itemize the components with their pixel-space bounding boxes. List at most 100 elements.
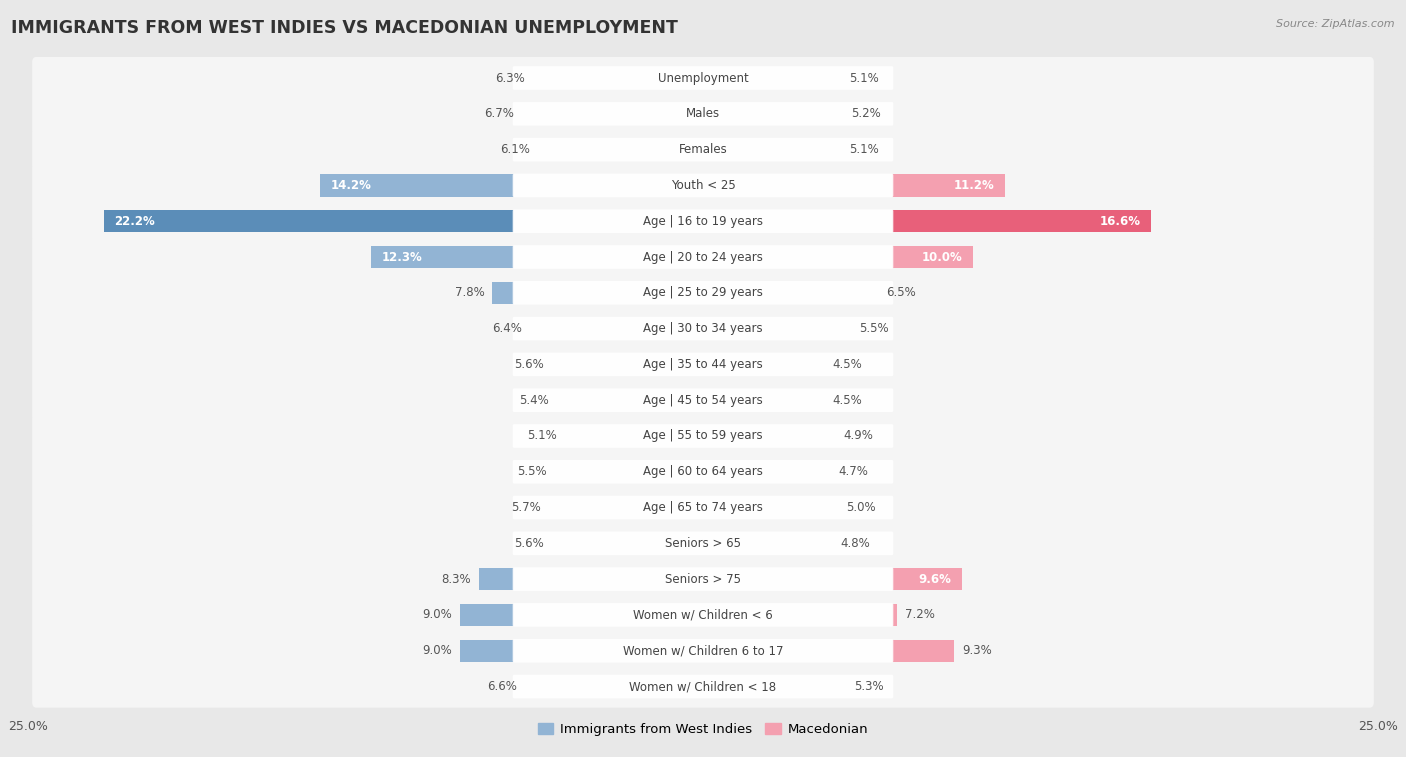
- Bar: [891, 210, 1152, 232]
- FancyBboxPatch shape: [513, 138, 893, 161]
- Text: 6.3%: 6.3%: [495, 72, 524, 85]
- Text: Unemployment: Unemployment: [658, 72, 748, 85]
- FancyBboxPatch shape: [32, 129, 1374, 171]
- Bar: [891, 174, 1005, 197]
- FancyBboxPatch shape: [32, 272, 1374, 314]
- Text: 4.8%: 4.8%: [841, 537, 870, 550]
- FancyBboxPatch shape: [513, 496, 893, 519]
- Bar: [891, 568, 962, 590]
- Text: 5.7%: 5.7%: [512, 501, 541, 514]
- FancyBboxPatch shape: [513, 567, 893, 591]
- Text: 4.7%: 4.7%: [838, 466, 868, 478]
- Text: Age | 20 to 24 years: Age | 20 to 24 years: [643, 251, 763, 263]
- FancyBboxPatch shape: [513, 210, 893, 233]
- FancyBboxPatch shape: [32, 665, 1374, 708]
- Text: Age | 60 to 64 years: Age | 60 to 64 years: [643, 466, 763, 478]
- FancyBboxPatch shape: [513, 639, 893, 662]
- Text: 5.6%: 5.6%: [515, 358, 544, 371]
- Text: Females: Females: [679, 143, 727, 156]
- Text: 22.2%: 22.2%: [114, 215, 155, 228]
- FancyBboxPatch shape: [32, 307, 1374, 350]
- Bar: [104, 210, 515, 232]
- Text: 6.1%: 6.1%: [501, 143, 530, 156]
- Text: Age | 45 to 54 years: Age | 45 to 54 years: [643, 394, 763, 407]
- Text: 4.9%: 4.9%: [844, 429, 873, 443]
- Text: 11.2%: 11.2%: [953, 179, 994, 192]
- Text: 10.0%: 10.0%: [921, 251, 962, 263]
- FancyBboxPatch shape: [513, 281, 893, 304]
- Text: 5.0%: 5.0%: [846, 501, 876, 514]
- Text: Women w/ Children < 6: Women w/ Children < 6: [633, 609, 773, 621]
- FancyBboxPatch shape: [32, 379, 1374, 422]
- FancyBboxPatch shape: [32, 630, 1374, 672]
- Text: 5.5%: 5.5%: [859, 322, 889, 335]
- Legend: Immigrants from West Indies, Macedonian: Immigrants from West Indies, Macedonian: [533, 717, 873, 741]
- FancyBboxPatch shape: [513, 173, 893, 198]
- Text: 5.3%: 5.3%: [855, 680, 884, 693]
- Text: 12.3%: 12.3%: [382, 251, 423, 263]
- Text: 5.5%: 5.5%: [517, 466, 547, 478]
- FancyBboxPatch shape: [32, 593, 1374, 636]
- Text: 7.2%: 7.2%: [905, 609, 935, 621]
- Text: 4.5%: 4.5%: [832, 394, 862, 407]
- Text: 6.6%: 6.6%: [486, 680, 517, 693]
- FancyBboxPatch shape: [513, 353, 893, 376]
- Text: 9.3%: 9.3%: [962, 644, 991, 657]
- Bar: [460, 604, 515, 626]
- Bar: [891, 604, 897, 626]
- Text: Source: ZipAtlas.com: Source: ZipAtlas.com: [1277, 19, 1395, 29]
- FancyBboxPatch shape: [32, 164, 1374, 207]
- FancyBboxPatch shape: [513, 674, 893, 699]
- FancyBboxPatch shape: [513, 603, 893, 627]
- FancyBboxPatch shape: [32, 415, 1374, 457]
- FancyBboxPatch shape: [32, 200, 1374, 242]
- FancyBboxPatch shape: [513, 388, 893, 412]
- Text: 5.1%: 5.1%: [849, 72, 879, 85]
- Bar: [371, 246, 515, 268]
- FancyBboxPatch shape: [32, 92, 1374, 135]
- Text: Age | 35 to 44 years: Age | 35 to 44 years: [643, 358, 763, 371]
- Text: 6.7%: 6.7%: [484, 107, 515, 120]
- FancyBboxPatch shape: [513, 460, 893, 484]
- Text: 5.2%: 5.2%: [852, 107, 882, 120]
- FancyBboxPatch shape: [513, 316, 893, 341]
- FancyBboxPatch shape: [32, 343, 1374, 385]
- FancyBboxPatch shape: [513, 531, 893, 555]
- Text: Women w/ Children 6 to 17: Women w/ Children 6 to 17: [623, 644, 783, 657]
- Text: 6.4%: 6.4%: [492, 322, 522, 335]
- Bar: [479, 568, 515, 590]
- Text: Males: Males: [686, 107, 720, 120]
- Text: 9.0%: 9.0%: [422, 644, 451, 657]
- Text: Age | 55 to 59 years: Age | 55 to 59 years: [643, 429, 763, 443]
- FancyBboxPatch shape: [32, 450, 1374, 493]
- Text: 8.3%: 8.3%: [441, 572, 471, 586]
- FancyBboxPatch shape: [32, 487, 1374, 528]
- Bar: [891, 640, 955, 662]
- Text: IMMIGRANTS FROM WEST INDIES VS MACEDONIAN UNEMPLOYMENT: IMMIGRANTS FROM WEST INDIES VS MACEDONIA…: [11, 19, 678, 37]
- Text: 5.1%: 5.1%: [527, 429, 557, 443]
- Text: Seniors > 75: Seniors > 75: [665, 572, 741, 586]
- Text: 7.8%: 7.8%: [454, 286, 484, 299]
- Text: Seniors > 65: Seniors > 65: [665, 537, 741, 550]
- Text: Age | 65 to 74 years: Age | 65 to 74 years: [643, 501, 763, 514]
- Text: Age | 25 to 29 years: Age | 25 to 29 years: [643, 286, 763, 299]
- FancyBboxPatch shape: [32, 57, 1374, 99]
- FancyBboxPatch shape: [513, 424, 893, 448]
- Text: 9.6%: 9.6%: [918, 572, 952, 586]
- Text: Women w/ Children < 18: Women w/ Children < 18: [630, 680, 776, 693]
- Bar: [891, 246, 973, 268]
- FancyBboxPatch shape: [32, 558, 1374, 600]
- FancyBboxPatch shape: [32, 522, 1374, 565]
- Text: 16.6%: 16.6%: [1099, 215, 1140, 228]
- Text: Age | 30 to 34 years: Age | 30 to 34 years: [643, 322, 763, 335]
- Text: 9.0%: 9.0%: [422, 609, 451, 621]
- Text: Age | 16 to 19 years: Age | 16 to 19 years: [643, 215, 763, 228]
- Text: 5.1%: 5.1%: [849, 143, 879, 156]
- Text: 14.2%: 14.2%: [330, 179, 371, 192]
- Bar: [460, 640, 515, 662]
- Text: Youth < 25: Youth < 25: [671, 179, 735, 192]
- FancyBboxPatch shape: [513, 245, 893, 269]
- Bar: [492, 282, 515, 304]
- Text: 5.6%: 5.6%: [515, 537, 544, 550]
- FancyBboxPatch shape: [513, 66, 893, 90]
